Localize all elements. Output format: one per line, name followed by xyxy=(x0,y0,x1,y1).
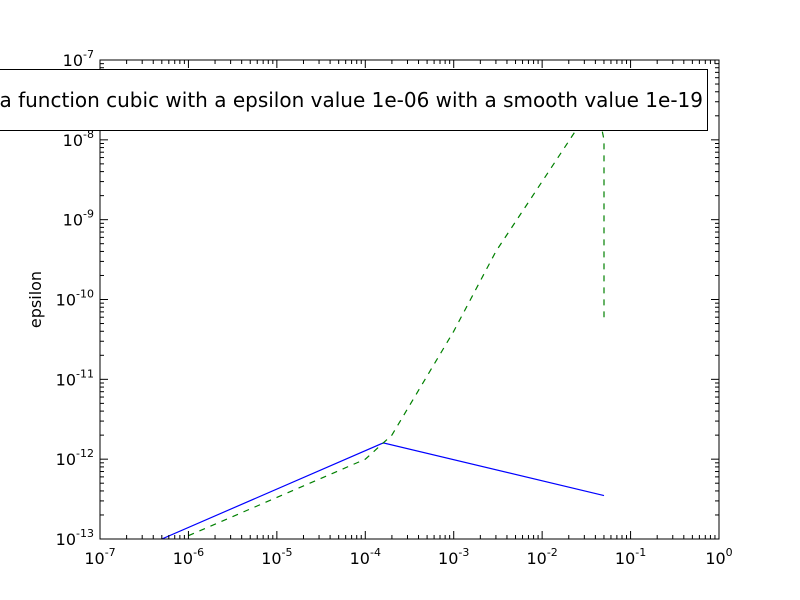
x-tick-label: 10-4 xyxy=(350,546,381,568)
x-tick-label: 10-2 xyxy=(526,546,557,568)
y-tick-label: 10-8 xyxy=(63,128,94,150)
y-tick-label: 10-13 xyxy=(56,527,94,549)
series-line-2 xyxy=(188,118,605,537)
plot-frame xyxy=(99,59,720,540)
chart-title: a function cubic with a epsilon value 1e… xyxy=(0,88,703,112)
x-tick-label: 10-3 xyxy=(438,546,469,568)
x-tick-label: 10-6 xyxy=(173,546,204,568)
x-tick-label: 10-1 xyxy=(615,546,646,568)
y-tick-label: 10-9 xyxy=(63,208,94,230)
y-tick-label: 10-7 xyxy=(63,48,94,70)
x-tick-label: 10-5 xyxy=(261,546,292,568)
chart-title-box: a function cubic with a epsilon value 1e… xyxy=(0,69,708,131)
x-tick-label: 10-7 xyxy=(84,546,115,568)
y-tick-label: 10-12 xyxy=(56,447,94,469)
series-line-1 xyxy=(161,442,605,539)
y-axis-label: epsilon xyxy=(26,271,45,328)
y-tick-label: 10-10 xyxy=(56,288,94,310)
x-tick-label: 100 xyxy=(705,546,732,568)
y-tick-label: 10-11 xyxy=(56,367,94,389)
